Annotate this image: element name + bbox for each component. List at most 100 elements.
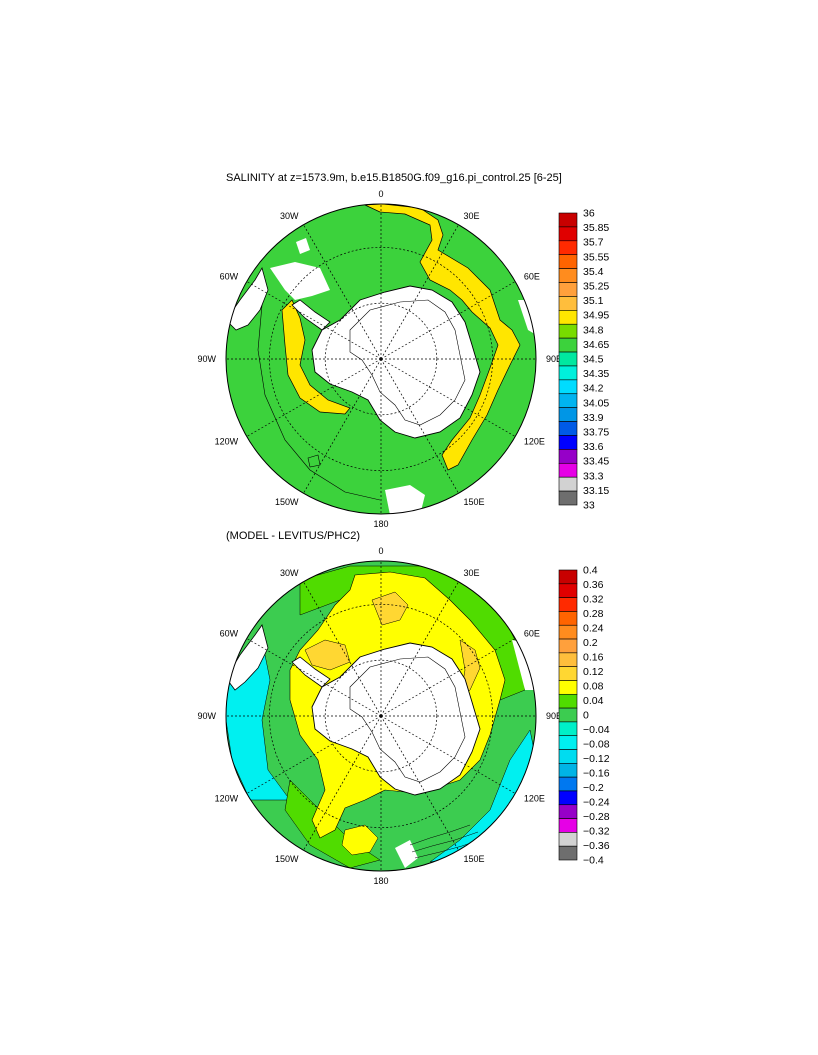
salinity-lon-label: 180	[373, 519, 388, 529]
salinity-colorbar-label: 35.85	[583, 222, 609, 234]
difference-nodata-south	[395, 840, 418, 868]
difference-lon-label: 30W	[280, 568, 299, 578]
difference-colorbar-swatch	[558, 776, 578, 792]
difference-lon-label: 30E	[464, 568, 480, 578]
salinity-colorbar-swatch	[558, 240, 578, 256]
salinity-lon-label: 30E	[464, 211, 480, 221]
salinity-lon-label: 150E	[464, 497, 485, 507]
salinity-map-border	[225, 203, 537, 515]
difference-colorbar-swatch	[558, 818, 578, 833]
difference-colorbar-swatch	[558, 804, 578, 819]
salinity-meridian	[303, 224, 382, 360]
difference-colorbar-swatch	[558, 707, 578, 723]
salinity-colorbar-label: 33.45	[583, 456, 609, 468]
difference-orange-patch-north	[371, 591, 409, 626]
difference-colorbar-swatch	[558, 832, 578, 847]
difference-orange-patch-west	[304, 639, 351, 671]
salinity-colorbar-label: 33.9	[583, 412, 604, 424]
salinity-meridian	[303, 358, 382, 494]
salinity-contour-line	[257, 304, 381, 501]
salinity-colorbar-label: 34.95	[583, 310, 609, 322]
difference-colorbar-label: 0.08	[583, 681, 604, 693]
salinity-colorbar-swatch	[558, 407, 578, 422]
difference-colorbar-label: 0.16	[583, 652, 604, 664]
salinity-colorbar-label: 33.15	[583, 485, 609, 497]
salinity-colorbar-label: 35.1	[583, 295, 604, 307]
salinity-colorbar-swatch	[558, 421, 578, 436]
salinity-lon-label: 150W	[275, 497, 299, 507]
salinity-colorbar-swatch	[558, 226, 578, 242]
difference-map-border	[225, 560, 537, 872]
salinity-island	[307, 454, 321, 468]
difference-colorbar-label: 0.2	[583, 637, 598, 649]
salinity-meridian	[380, 358, 516, 437]
salinity-colorbar-swatch	[558, 379, 578, 395]
salinity-colorbar-swatch	[558, 323, 578, 339]
difference-colorbar-swatch	[558, 693, 578, 709]
difference-meridian	[246, 715, 382, 794]
salinity-nodata-dot	[296, 238, 310, 254]
difference-latitude-ring	[324, 659, 438, 773]
salinity-colorbar-swatch	[558, 365, 578, 381]
difference-colorbar-label: −0.12	[583, 753, 610, 765]
salinity-colorbar-label: 33.75	[583, 427, 609, 439]
salinity-lon-label: 90E	[546, 354, 562, 364]
antarctic-peninsula-lower	[291, 656, 331, 688]
salinity-colorbar-label: 35.55	[583, 251, 609, 263]
salinity-meridian	[246, 281, 382, 360]
difference-colorbar-label: 0.36	[583, 579, 604, 591]
difference-colorbar-label: −0.32	[583, 826, 610, 838]
difference-colorbar-swatch	[558, 680, 578, 695]
difference-colorbar-swatch	[558, 611, 578, 626]
salinity-colorbar-label: 33.3	[583, 470, 604, 482]
salinity-colorbar-label: 34.35	[583, 368, 609, 380]
salinity-nodata-west	[270, 262, 330, 300]
difference-colorbar-swatch	[558, 666, 578, 681]
salinity-colorbar-swatch	[558, 282, 578, 297]
salinity-yellow-band-west	[281, 299, 351, 415]
difference-colorbar-swatch	[558, 721, 578, 737]
difference-colorbar-swatch	[558, 597, 578, 612]
difference-colorbar-swatch	[558, 735, 578, 750]
difference-colorbar-label: 0	[583, 710, 589, 722]
salinity-latitude-ring	[324, 302, 438, 416]
salinity-lon-label: 120W	[215, 437, 239, 447]
difference-meridian	[380, 715, 459, 851]
salinity-colorbar-label: 35.4	[583, 266, 604, 278]
difference-colorbar-label: 0.28	[583, 608, 604, 620]
difference-colorbar-label: 0.12	[583, 666, 604, 678]
salinity-colorbar-label: 34.5	[583, 354, 604, 366]
difference-colorbar-label: 0.4	[583, 565, 598, 577]
salinity-meridian	[380, 224, 459, 360]
salinity-lon-label: 60E	[524, 272, 540, 282]
difference-colorbar-label: 0.24	[583, 623, 604, 635]
difference-meridian	[246, 638, 382, 717]
difference-lon-label: 180	[373, 876, 388, 886]
difference-colorbar-swatch	[558, 790, 578, 806]
salinity-colorbar-swatch	[558, 449, 578, 464]
difference-lon-label: 0	[378, 546, 383, 556]
antarctica-land-lower	[311, 642, 481, 796]
salinity-colorbar-label: 35.25	[583, 281, 609, 293]
difference-lon-label: 120E	[524, 794, 545, 804]
difference-lon-label: 150W	[275, 854, 299, 864]
salinity-yellow-band	[364, 204, 521, 471]
difference-meridian	[380, 581, 459, 717]
salinity-colorbar-swatch	[558, 393, 578, 408]
salinity-latitude-ring	[269, 247, 493, 471]
difference-colorbar-swatch	[558, 569, 578, 585]
salinity-lon-label: 120E	[524, 437, 545, 447]
salinity-polar-map: 0 30E 60E 90E 120E 150E 180 150W 120W 90W 60W 30W	[197, 189, 562, 529]
difference-lon-label: 90W	[197, 711, 216, 721]
salinity-colorbar-label: 33.6	[583, 441, 604, 453]
difference-graticule	[226, 561, 536, 871]
salinity-meridian	[380, 281, 516, 360]
difference-lon-label: 60W	[220, 629, 239, 639]
antarctica-coastline-detail-lower	[349, 656, 466, 783]
difference-colorbar-label: −0.28	[583, 811, 610, 823]
salinity-lon-label: 90W	[197, 354, 216, 364]
salinity-colorbar-swatch	[558, 476, 578, 492]
salinity-colorbar-swatch	[558, 435, 578, 450]
salinity-colorbar-label: 34.05	[583, 397, 609, 409]
salinity-lon-label: 60W	[220, 272, 239, 282]
